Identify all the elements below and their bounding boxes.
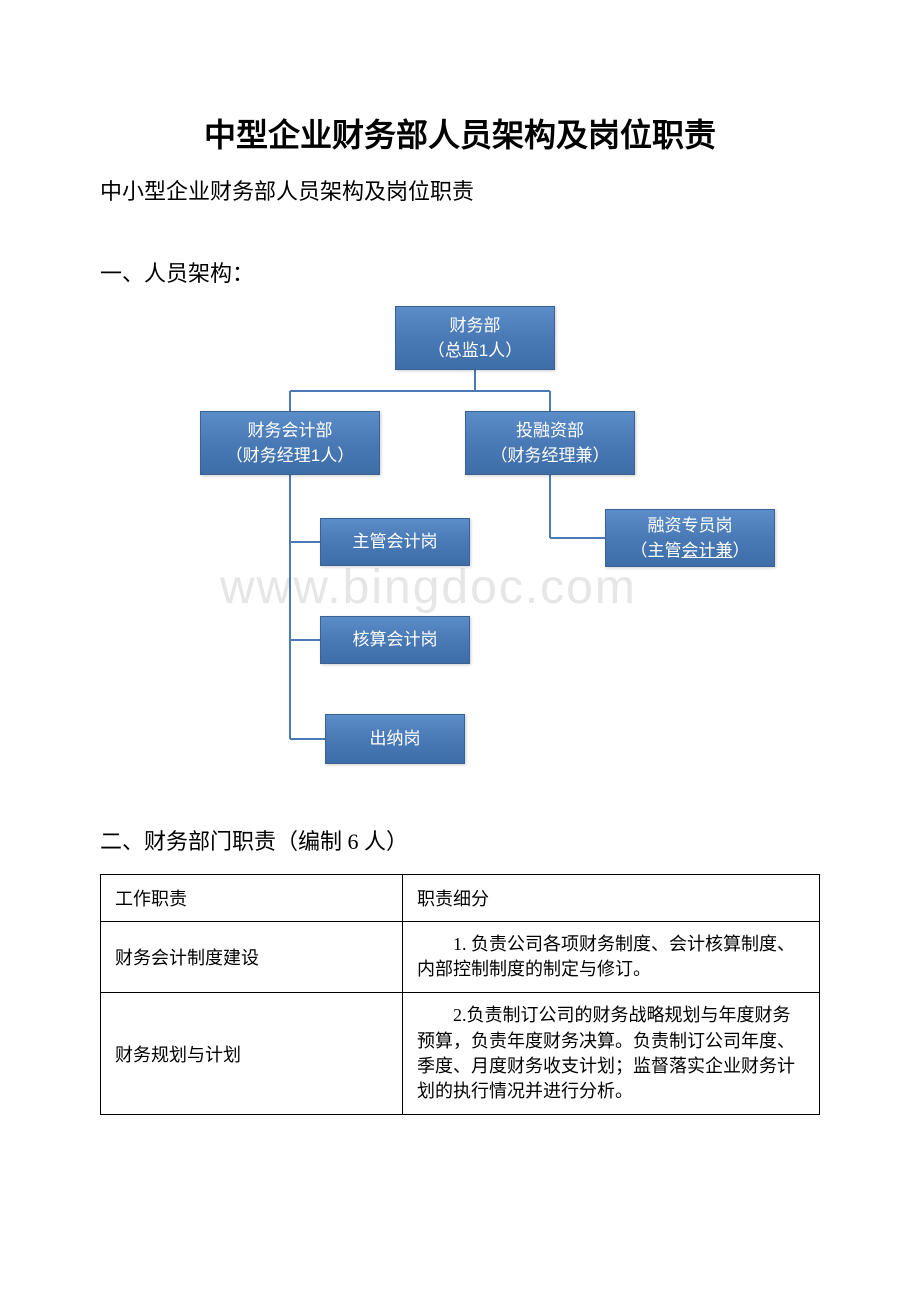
org-node-sublabel: （财务经理兼） — [466, 443, 634, 469]
org-node-label: 财务部 — [396, 313, 554, 339]
table-header-detail: 职责细分 — [402, 875, 819, 922]
org-node-label: 核算会计岗 — [321, 627, 469, 653]
detail-cell: 2.负责制订公司的财务战略规划与年度财务预算，负责年度财务决算。负责制订公司年度… — [402, 993, 819, 1115]
org-node-root: 财务部（总监1人） — [395, 306, 555, 370]
section-2-header: 二、财务部门职责（编制 6 人） — [100, 824, 820, 856]
duty-cell: 财务会计制度建设 — [101, 922, 403, 993]
org-node-calc: 核算会计岗 — [320, 616, 470, 664]
duty-cell: 财务规划与计划 — [101, 993, 403, 1115]
table-header-row: 工作职责 职责细分 — [101, 875, 820, 922]
org-node-label: 融资专员岗 — [606, 513, 774, 539]
table-row: 财务会计制度建设 1. 负责公司各项财务制度、会计核算制度、内部控制制度的制定与… — [101, 922, 820, 993]
orgchart: www.bingdoc.com 财务部（总监1人）财务会计部（财务经理1人）投融… — [130, 306, 790, 796]
table-row: 财务规划与计划 2.负责制订公司的财务战略规划与年度财务预算，负责年度财务决算。… — [101, 993, 820, 1115]
page-title: 中型企业财务部人员架构及岗位职责 — [100, 110, 820, 156]
org-node-sublabel: （财务经理1人） — [201, 443, 379, 469]
responsibility-table: 工作职责 职责细分 财务会计制度建设 1. 负责公司各项财务制度、会计核算制度、… — [100, 874, 820, 1115]
org-node-cash: 出纳岗 — [325, 714, 465, 764]
table-header-duty: 工作职责 — [101, 875, 403, 922]
org-node-sublabel: （总监1人） — [396, 338, 554, 364]
detail-cell: 1. 负责公司各项财务制度、会计核算制度、内部控制制度的制定与修订。 — [402, 922, 819, 993]
subtitle: 中小型企业财务部人员架构及岗位职责 — [100, 174, 820, 206]
org-node-label: 投融资部 — [466, 418, 634, 444]
org-node-sup: 主管会计岗 — [320, 518, 470, 566]
org-node-fin: 融资专员岗（主管会计兼） — [605, 509, 775, 567]
org-node-invest: 投融资部（财务经理兼） — [465, 411, 635, 475]
org-node-label: 财务会计部 — [201, 418, 379, 444]
section-1-header: 一、人员架构： — [100, 256, 820, 288]
org-node-label: 主管会计岗 — [321, 529, 469, 555]
org-node-label: 出纳岗 — [326, 726, 464, 752]
org-node-acct: 财务会计部（财务经理1人） — [200, 411, 380, 475]
org-node-sublabel: （主管会计兼） — [606, 538, 774, 564]
